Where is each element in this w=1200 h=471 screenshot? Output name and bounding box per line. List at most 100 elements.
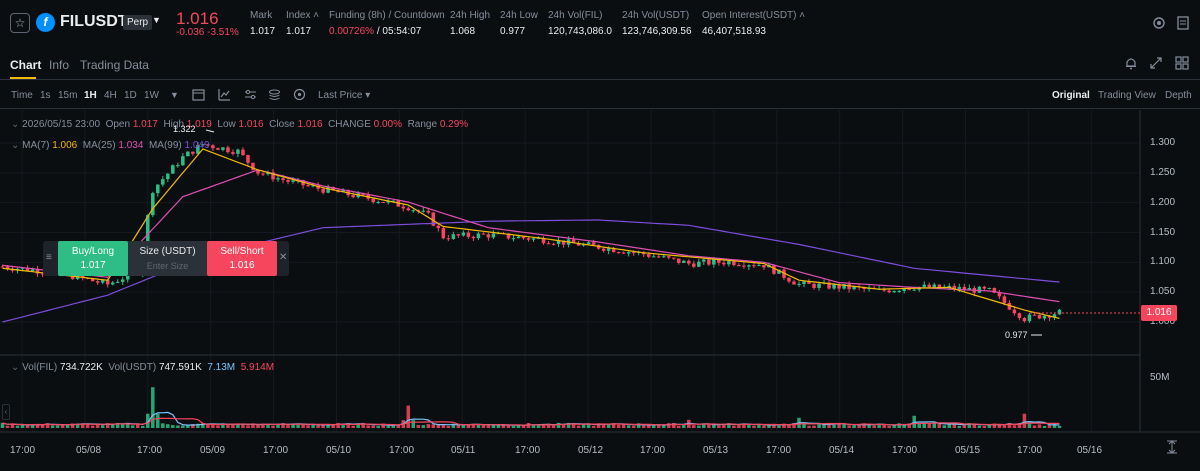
- time-tick: 17:00: [263, 445, 289, 456]
- price-chart[interactable]: [0, 110, 1200, 471]
- close-icon[interactable]: ✕: [279, 252, 288, 263]
- view-trading-view[interactable]: Trading View: [1098, 90, 1156, 101]
- layers-icon[interactable]: [268, 88, 281, 101]
- candle-body: [952, 285, 957, 290]
- candle-body: [256, 170, 260, 174]
- volume-bar: [85, 423, 90, 428]
- volume-bar: [466, 424, 471, 428]
- view-original[interactable]: Original: [1052, 90, 1090, 101]
- tab-chart[interactable]: Chart: [10, 58, 42, 72]
- symbol-name[interactable]: FILUSDT: [60, 13, 128, 30]
- volume-bar: [125, 423, 130, 428]
- interval-chevron-down-icon[interactable]: ▼: [170, 90, 179, 100]
- volume-bar: [286, 424, 290, 428]
- candle-body: [827, 282, 831, 289]
- price-type-select[interactable]: Last Price ▾: [318, 90, 371, 101]
- volume-bar: [977, 425, 982, 428]
- time-tick: 05/12: [578, 445, 604, 456]
- candle-body: [426, 210, 431, 213]
- buy-long-button[interactable]: Buy/Long 1.017: [58, 241, 128, 276]
- candle-body: [406, 208, 411, 211]
- volume-bar: [636, 423, 641, 428]
- view-depth[interactable]: Depth: [1165, 90, 1192, 101]
- vertical-resize-icon[interactable]: [1166, 440, 1178, 454]
- drag-handle-icon[interactable]: ≡: [46, 252, 52, 263]
- candle-body: [802, 281, 806, 284]
- time-tick: 17:00: [515, 445, 541, 456]
- index-label[interactable]: Index ˄: [286, 10, 320, 21]
- interval-1d[interactable]: 1D: [124, 90, 137, 101]
- time-tick: 05/08: [76, 445, 102, 456]
- contract-type-badge[interactable]: Perp: [123, 15, 153, 30]
- volume-bar: [1022, 413, 1027, 428]
- open-interest-label[interactable]: Open Interest(USDT) ˄: [702, 10, 806, 21]
- candle-body: [236, 149, 240, 154]
- candle-body: [306, 185, 310, 187]
- candle-body: [907, 289, 911, 291]
- volume-bar: [581, 423, 586, 428]
- candle-body: [1022, 318, 1027, 322]
- interval-1h[interactable]: 1H: [84, 90, 97, 101]
- candle-body: [772, 264, 776, 274]
- settings-sliders-icon[interactable]: [244, 88, 257, 101]
- candle-body: [391, 200, 395, 202]
- candle-body: [466, 232, 471, 237]
- volume-bar: [857, 424, 861, 428]
- volume-bar: [396, 425, 401, 428]
- volume-bar: [241, 424, 245, 428]
- settings-icon[interactable]: [1152, 16, 1166, 30]
- volume-bar: [616, 424, 621, 428]
- volume-bar: [772, 423, 776, 428]
- candle-body: [421, 210, 426, 212]
- candle-body: [226, 147, 230, 153]
- scroll-left-handle[interactable]: ‹: [2, 404, 10, 420]
- candle-body: [381, 201, 385, 203]
- size-input[interactable]: [137, 260, 198, 272]
- price-change: -0.036 -3.51%: [176, 27, 239, 38]
- volume-bar: [1002, 425, 1007, 428]
- sell-short-button[interactable]: Sell/Short 1.016: [207, 241, 277, 276]
- candle-body: [747, 265, 751, 267]
- expand-icon[interactable]: [1149, 56, 1163, 70]
- interval-15m[interactable]: 15m: [58, 90, 78, 101]
- volume-bar: [667, 423, 671, 428]
- grid-layout-icon[interactable]: [1175, 56, 1189, 70]
- volume-bar: [842, 424, 846, 428]
- reset-icon[interactable]: [293, 88, 306, 101]
- interval-1w[interactable]: 1W: [144, 90, 159, 101]
- interval-time[interactable]: Time: [11, 90, 33, 101]
- volume-bar: [45, 423, 50, 428]
- candle-body: [471, 236, 476, 239]
- tab-info[interactable]: Info: [49, 58, 70, 72]
- volume-bar: [486, 425, 491, 428]
- volume-bar: [1027, 423, 1032, 428]
- volume-bar: [481, 425, 486, 428]
- tab-trading-data[interactable]: Trading Data: [80, 58, 149, 72]
- notes-icon[interactable]: [1176, 16, 1190, 30]
- volume-bar: [146, 413, 150, 428]
- candle-body: [997, 292, 1002, 297]
- volume-bar: [316, 425, 320, 428]
- calendar-icon[interactable]: [192, 88, 205, 101]
- favorite-star-icon[interactable]: ☆: [10, 13, 30, 33]
- volume-bar: [351, 425, 355, 428]
- candle-body: [1017, 313, 1022, 319]
- interval-4h[interactable]: 4H: [104, 90, 117, 101]
- candle-body: [937, 284, 942, 288]
- volume-bar: [60, 424, 65, 428]
- volume-bar: [136, 423, 140, 428]
- bell-icon[interactable]: [1124, 56, 1138, 70]
- volume-bar: [702, 424, 706, 428]
- volume-bar: [386, 425, 390, 428]
- candle-body: [682, 260, 686, 263]
- volume-bar: [987, 424, 992, 428]
- indicator-icon[interactable]: [218, 88, 231, 101]
- volume-bar: [191, 423, 195, 428]
- candle-body: [977, 286, 982, 293]
- candle-body: [316, 185, 320, 189]
- chevron-down-icon[interactable]: ▼: [152, 15, 161, 25]
- interval-1s[interactable]: 1s: [40, 90, 51, 101]
- volume-bar: [571, 423, 576, 428]
- volume-bar: [792, 423, 796, 428]
- volume-bar: [847, 425, 851, 428]
